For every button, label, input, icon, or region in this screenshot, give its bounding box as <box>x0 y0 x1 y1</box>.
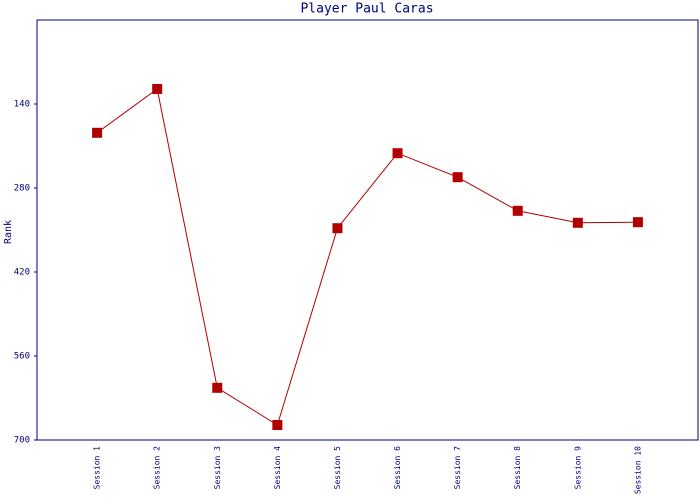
data-point <box>452 172 463 183</box>
data-point <box>632 217 643 228</box>
x-tick-label: Session 1 <box>93 446 102 490</box>
x-tick-label: Session 5 <box>333 446 342 490</box>
y-tick-label: 280 <box>14 184 30 194</box>
data-point <box>152 84 163 94</box>
data-point <box>512 205 523 216</box>
x-tick-label: Session 7 <box>453 446 462 490</box>
y-tick-label: 560 <box>14 352 30 362</box>
x-tick-label: Session 2 <box>153 446 162 490</box>
x-tick-label: Session 9 <box>573 446 582 490</box>
chart-title: Player Paul Caras <box>300 2 433 17</box>
data-point <box>272 420 283 430</box>
data-point <box>212 382 223 393</box>
data-point <box>572 217 583 228</box>
y-tick-label: 420 <box>14 268 30 278</box>
x-tick-label: Session 8 <box>513 446 522 490</box>
y-tick-label: 140 <box>14 100 30 110</box>
x-tick-label: Session 6 <box>393 446 402 490</box>
y-axis-label: Rank <box>3 220 14 244</box>
x-tick-label: Session 4 <box>273 446 282 490</box>
x-tick-label: Session 3 <box>213 446 222 490</box>
data-point <box>332 223 343 234</box>
data-point <box>92 127 103 138</box>
series-line <box>96 88 638 426</box>
y-tick-label: 700 <box>14 436 30 446</box>
x-tick-label: Session 10 <box>633 446 642 494</box>
plot-frame <box>36 19 699 441</box>
data-point <box>392 148 403 159</box>
